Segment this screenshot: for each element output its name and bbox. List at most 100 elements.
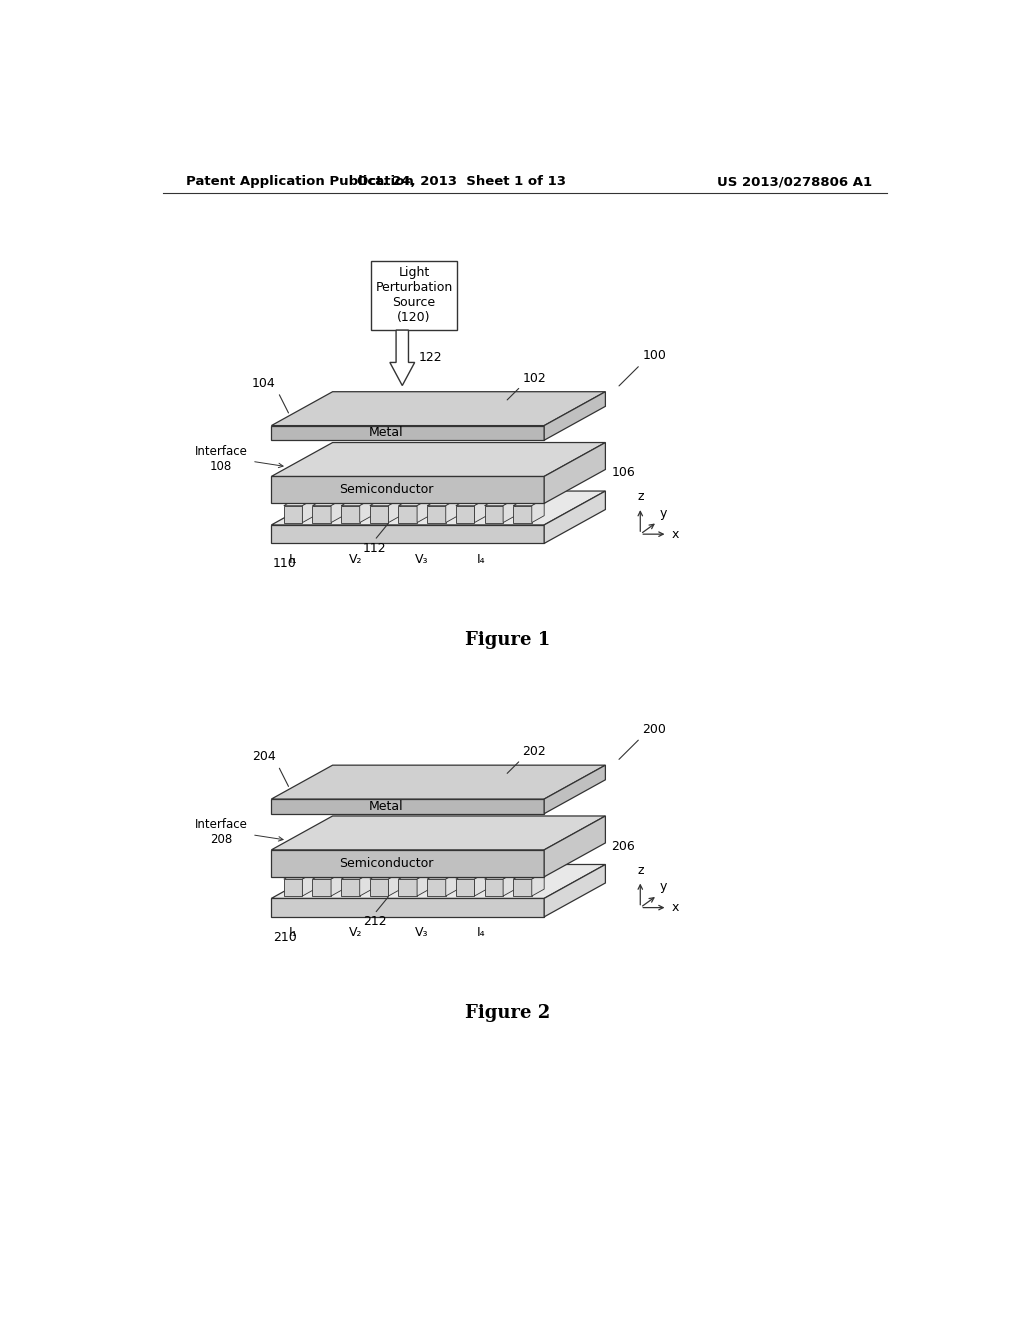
Text: V₃: V₃ — [415, 927, 428, 939]
Polygon shape — [503, 873, 515, 896]
Polygon shape — [271, 525, 544, 544]
Polygon shape — [427, 506, 445, 523]
Polygon shape — [302, 873, 314, 896]
Text: I₁: I₁ — [289, 553, 298, 566]
Polygon shape — [271, 392, 605, 425]
Polygon shape — [284, 873, 314, 879]
Polygon shape — [341, 499, 372, 506]
Polygon shape — [503, 499, 515, 523]
Polygon shape — [370, 506, 388, 523]
Text: Light
Perturbation
Source
(120): Light Perturbation Source (120) — [375, 267, 453, 325]
Polygon shape — [302, 499, 314, 523]
Text: 110: 110 — [273, 557, 297, 570]
Polygon shape — [544, 766, 605, 813]
Polygon shape — [388, 499, 400, 523]
Text: I₁: I₁ — [289, 927, 298, 939]
Text: z: z — [637, 490, 643, 503]
Text: V₂: V₂ — [349, 553, 362, 566]
Polygon shape — [271, 442, 605, 477]
Text: US 2013/0278806 A1: US 2013/0278806 A1 — [717, 176, 872, 187]
Text: Metal: Metal — [369, 800, 403, 813]
Text: 102: 102 — [522, 372, 546, 385]
Polygon shape — [370, 873, 400, 879]
Text: Metal: Metal — [369, 426, 403, 440]
Text: Patent Application Publication: Patent Application Publication — [186, 176, 414, 187]
Polygon shape — [312, 873, 343, 879]
Text: 106: 106 — [611, 466, 635, 479]
Polygon shape — [513, 873, 544, 879]
Text: 200: 200 — [643, 723, 667, 737]
Text: 204: 204 — [252, 751, 275, 763]
Text: Figure 1: Figure 1 — [465, 631, 550, 648]
Polygon shape — [398, 499, 429, 506]
Text: 104: 104 — [252, 378, 275, 389]
Text: V₃: V₃ — [415, 553, 428, 566]
Polygon shape — [271, 491, 605, 525]
Text: 100: 100 — [643, 350, 667, 363]
Polygon shape — [544, 442, 605, 503]
Polygon shape — [284, 879, 302, 896]
Text: z: z — [637, 863, 643, 876]
Polygon shape — [312, 879, 331, 896]
Polygon shape — [312, 499, 343, 506]
Polygon shape — [484, 499, 515, 506]
Polygon shape — [544, 816, 605, 876]
FancyBboxPatch shape — [372, 261, 457, 330]
Text: 206: 206 — [611, 840, 635, 853]
Polygon shape — [271, 899, 544, 917]
Polygon shape — [544, 865, 605, 917]
Polygon shape — [544, 491, 605, 544]
Polygon shape — [456, 879, 474, 896]
Polygon shape — [417, 499, 429, 523]
Polygon shape — [331, 499, 343, 523]
Polygon shape — [271, 799, 544, 813]
Polygon shape — [427, 499, 458, 506]
Polygon shape — [474, 499, 486, 523]
Text: I₄: I₄ — [477, 927, 485, 939]
Text: I₄: I₄ — [477, 553, 485, 566]
Polygon shape — [427, 879, 445, 896]
Polygon shape — [456, 506, 474, 523]
Polygon shape — [284, 499, 314, 506]
Polygon shape — [513, 499, 544, 506]
Text: x: x — [672, 528, 679, 541]
Text: Semiconductor: Semiconductor — [339, 483, 433, 496]
Polygon shape — [271, 865, 605, 899]
Polygon shape — [531, 873, 544, 896]
Text: Semiconductor: Semiconductor — [339, 857, 433, 870]
Polygon shape — [531, 499, 544, 523]
Polygon shape — [484, 873, 515, 879]
Text: Interface
208: Interface 208 — [195, 818, 248, 846]
Polygon shape — [271, 766, 605, 799]
Text: y: y — [659, 880, 667, 892]
Polygon shape — [474, 873, 486, 896]
Polygon shape — [388, 873, 400, 896]
Polygon shape — [445, 499, 458, 523]
Text: 122: 122 — [419, 351, 442, 364]
Polygon shape — [331, 873, 343, 896]
Polygon shape — [456, 873, 486, 879]
Polygon shape — [544, 392, 605, 441]
Polygon shape — [513, 879, 531, 896]
Polygon shape — [359, 873, 372, 896]
Polygon shape — [271, 850, 544, 876]
Polygon shape — [341, 879, 359, 896]
Polygon shape — [271, 816, 605, 850]
Polygon shape — [456, 499, 486, 506]
Text: 212: 212 — [362, 915, 386, 928]
Text: V₂: V₂ — [349, 927, 362, 939]
Text: Oct. 24, 2013  Sheet 1 of 13: Oct. 24, 2013 Sheet 1 of 13 — [356, 176, 565, 187]
Polygon shape — [370, 499, 400, 506]
Text: x: x — [672, 902, 679, 915]
Text: Interface
108: Interface 108 — [195, 445, 248, 473]
Polygon shape — [341, 873, 372, 879]
Polygon shape — [271, 425, 544, 441]
Text: Figure 2: Figure 2 — [465, 1005, 550, 1022]
Polygon shape — [271, 477, 544, 503]
Polygon shape — [390, 330, 415, 385]
Polygon shape — [445, 873, 458, 896]
Polygon shape — [370, 879, 388, 896]
Polygon shape — [484, 506, 503, 523]
Polygon shape — [417, 873, 429, 896]
Text: 202: 202 — [522, 746, 546, 759]
